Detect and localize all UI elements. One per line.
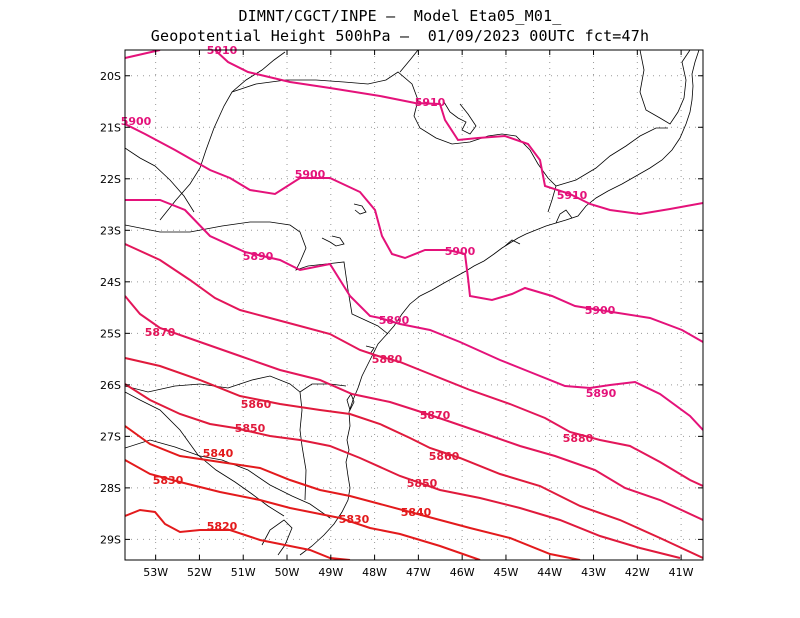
contour-5860 xyxy=(125,357,703,559)
contour-label: 5830 xyxy=(153,474,184,487)
contour-label: 5830 xyxy=(339,513,370,526)
lat-tick-label: 22S xyxy=(100,173,121,186)
lat-tick-label: 28S xyxy=(100,482,121,495)
lon-tick-label: 44W xyxy=(537,566,562,579)
lon-tick-label: 49W xyxy=(318,566,343,579)
contour-5880 xyxy=(125,243,703,487)
contour-5890 xyxy=(125,199,703,431)
reservoir-outline xyxy=(353,203,367,215)
map-background xyxy=(125,50,703,560)
state-border xyxy=(639,50,691,125)
contour-5820 xyxy=(125,508,351,560)
chart-title-line-1: DIMNT/CGCT/INPE – Model Eta05_M01_ xyxy=(238,7,562,25)
contour-label: 5900 xyxy=(445,245,476,258)
lat-tick-label: 26S xyxy=(100,379,121,392)
contour-label: 5860 xyxy=(241,398,272,411)
lat-tick-label: 29S xyxy=(100,533,121,546)
contour-5840 xyxy=(125,425,581,560)
state-border xyxy=(125,221,389,335)
contour-label: 5840 xyxy=(401,506,432,519)
contour-5850 xyxy=(125,383,681,559)
lat-tick-label: 20S xyxy=(100,70,121,83)
map-frame xyxy=(124,49,704,561)
state-border xyxy=(125,147,195,213)
bay-outline xyxy=(504,239,521,247)
state-border xyxy=(231,71,557,213)
contour-label: 5900 xyxy=(295,168,326,181)
geography xyxy=(125,50,700,556)
contour-label: 5860 xyxy=(429,450,460,463)
contour-label: 5910 xyxy=(557,189,588,202)
lon-tick-label: 53W xyxy=(143,566,168,579)
lat-tick-label: 25S xyxy=(100,327,121,340)
coastline xyxy=(299,50,700,556)
lat-tick-label: 27S xyxy=(100,430,121,443)
contour-label: 5870 xyxy=(420,409,451,422)
contour-label: 5890 xyxy=(243,250,274,263)
contour-label: 5890 xyxy=(379,314,410,327)
lagoon-outline xyxy=(261,519,293,556)
contour-lines xyxy=(125,50,703,560)
contour-labels: 5910 5910 5910 5900 5900 5900 5900 5890 … xyxy=(121,44,617,533)
lon-tick-label: 51W xyxy=(231,566,256,579)
lon-tick-label: 50W xyxy=(275,566,300,579)
bay-outline xyxy=(555,209,573,224)
contour-5870 xyxy=(125,295,703,521)
state-border xyxy=(555,127,668,187)
state-border xyxy=(125,375,347,393)
lon-tick-label: 42W xyxy=(625,566,650,579)
contour-5900 xyxy=(125,123,703,343)
lon-tick-label: 48W xyxy=(362,566,387,579)
lon-tick-label: 47W xyxy=(406,566,431,579)
lat-tick-label: 21S xyxy=(100,121,121,134)
contour-label: 5880 xyxy=(372,353,403,366)
contour-5910 xyxy=(125,50,703,216)
contour-label: 5910 xyxy=(415,96,446,109)
contour-label: 5900 xyxy=(121,115,152,128)
longitude-axis: 53W 52W 51W 50W 49W 48W 47W 46W 45W 44W 43W 42W 41W xyxy=(143,50,694,579)
contour-label: 5890 xyxy=(586,387,617,400)
lat-tick-label: 23S xyxy=(100,224,121,237)
bay-outline xyxy=(365,345,375,355)
lon-tick-label: 45W xyxy=(494,566,519,579)
lon-tick-label: 52W xyxy=(187,566,212,579)
state-border xyxy=(159,51,286,221)
contour-label: 5870 xyxy=(145,326,176,339)
island-outline xyxy=(346,393,355,412)
contour-label: 5900 xyxy=(585,304,616,317)
contour-label: 5880 xyxy=(563,432,594,445)
contour-label: 5850 xyxy=(235,422,266,435)
reservoir-outline xyxy=(443,101,477,135)
contour-label: 5840 xyxy=(203,447,234,460)
chart-title-line-2: Geopotential Height 500hPa – 01/09/2023 … xyxy=(150,27,650,45)
lat-tick-label: 24S xyxy=(100,276,121,289)
contour-5830 xyxy=(125,459,481,560)
lon-tick-label: 43W xyxy=(581,566,606,579)
latitude-axis: 20S 21S 22S 23S 24S 25S 26S 27S 28S 29S xyxy=(100,70,703,546)
lon-tick-label: 41W xyxy=(669,566,694,579)
state-border xyxy=(399,50,419,73)
lon-tick-label: 46W xyxy=(450,566,475,579)
contour-label: 5820 xyxy=(207,520,238,533)
contour-label: 5850 xyxy=(407,477,438,490)
reservoir-outline xyxy=(321,235,345,247)
